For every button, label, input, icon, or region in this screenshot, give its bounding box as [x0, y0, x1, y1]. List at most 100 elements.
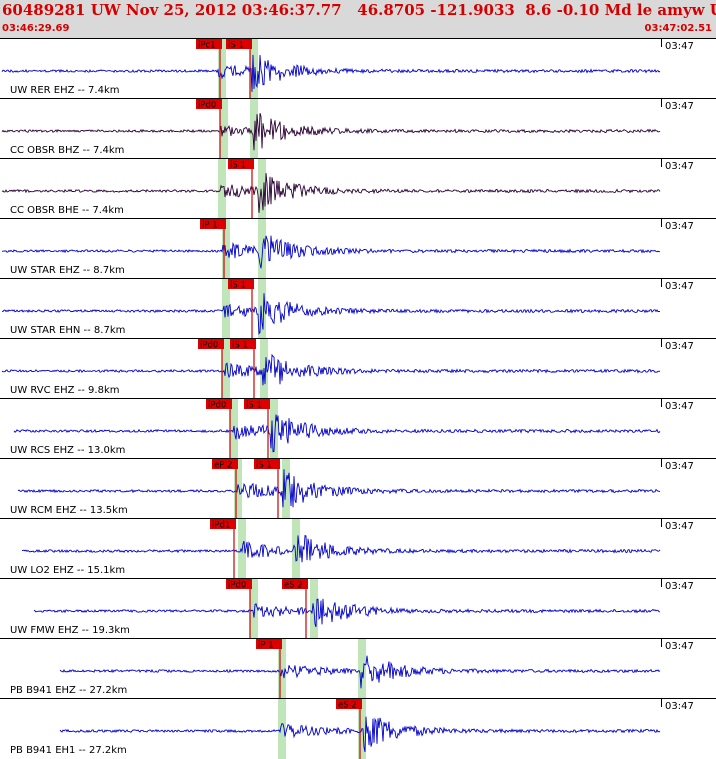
time-end-label: 03:47:02.51 — [644, 23, 712, 34]
waveform-trace — [13, 414, 661, 453]
panel-clock: 03:47 — [665, 281, 694, 292]
pick-tab — [230, 339, 256, 349]
event-title: 60489281 UW Nov 25, 2012 03:46:37.77 46.… — [2, 1, 716, 19]
seismogram-panel[interactable]: iPd0 iS 1 03:47 UW RCS EHZ -- 13.0km — [0, 398, 716, 459]
pick-label: eS 2 — [338, 701, 357, 711]
seismogram-panel[interactable]: eS 2 03:47 PB B941 EH1 -- 27.2km — [0, 698, 716, 759]
phase-pick-marker[interactable]: iP 1 — [200, 219, 226, 279]
pick-label: eP 2 — [214, 461, 232, 471]
phase-window-shade — [234, 459, 242, 519]
phase-pick-marker[interactable]: iPd0 — [226, 579, 252, 639]
phase-window-shade — [270, 399, 278, 459]
phase-pick-marker[interactable]: iPc1 — [196, 39, 222, 99]
pick-label: iS 1 — [230, 161, 246, 171]
phase-pick-marker[interactable]: eP 2 — [212, 459, 238, 519]
station-channel-label: CC OBSR BHE -- 7.4km — [10, 205, 124, 216]
phase-pick-marker[interactable]: eS 2 — [282, 579, 308, 639]
pick-label: eS 2 — [284, 581, 303, 591]
clock-divider — [661, 459, 662, 467]
station-channel-label: UW FMW EHZ -- 19.3km — [10, 625, 130, 636]
phase-pick-marker[interactable]: iPd0 — [196, 99, 222, 159]
pick-label: iS 1 — [256, 461, 272, 471]
phase-window-shade — [250, 579, 258, 639]
pick-tab — [210, 519, 236, 529]
phase-pick-marker[interactable]: eS 2 — [336, 699, 362, 759]
pick-tab — [226, 39, 252, 49]
waveform-plot: iPd1 — [21, 519, 661, 579]
phase-pick-marker[interactable]: iPd1 — [210, 519, 236, 579]
phase-window-shade — [358, 639, 366, 699]
pick-label: iS 1 — [246, 401, 262, 411]
phase-pick-marker[interactable]: iPd0 — [206, 399, 232, 459]
seismogram-panel[interactable]: iS 1 03:47 CC OBSR BHE -- 7.4km — [0, 158, 716, 219]
seismogram-panel[interactable]: iPd1 03:47 UW LO2 EHZ -- 15.1km — [0, 518, 716, 579]
panel-clock: 03:47 — [665, 461, 694, 472]
panel-clock: 03:47 — [665, 521, 694, 532]
phase-pick-marker[interactable]: iP 1 — [256, 639, 282, 699]
phase-pick-marker[interactable]: iS 1 — [226, 39, 252, 99]
panel-clock: 03:47 — [665, 341, 694, 352]
pick-tab — [336, 699, 362, 709]
waveform-plot: eP 2 iS 1 — [17, 459, 661, 519]
seismogram-panel[interactable]: iP 1 03:47 PB B941 EHZ -- 27.2km — [0, 638, 716, 699]
waveform-plot: iP 1 — [59, 639, 661, 699]
station-channel-label: UW STAR EHZ -- 8.7km — [10, 265, 125, 276]
pick-tab — [254, 459, 280, 469]
event-header: 60489281 UW Nov 25, 2012 03:46:37.77 46.… — [0, 0, 716, 38]
seismogram-panel[interactable]: iS 1 03:47 UW STAR EHN -- 8.7km — [0, 278, 716, 339]
seismogram-panel[interactable]: iPd0 iS 1 03:47 UW RVC EHZ -- 9.8km — [0, 338, 716, 399]
clock-divider — [661, 519, 662, 527]
seismogram-panel[interactable]: eP 2 iS 1 03:47 UW RCM EHZ -- 13.5km — [0, 458, 716, 519]
phase-pick-marker[interactable]: iS 1 — [228, 159, 254, 219]
pick-label: iP 1 — [258, 641, 274, 651]
clock-divider — [661, 699, 662, 707]
time-start-label: 03:46:29.69 — [2, 23, 70, 34]
panel-clock: 03:47 — [665, 401, 694, 412]
pick-label: iPc1 — [198, 41, 216, 51]
waveform-trace — [1, 112, 661, 151]
phase-window-shade — [292, 519, 300, 579]
waveform-trace — [59, 655, 661, 689]
waveform-plot: iS 1 — [1, 159, 661, 219]
pick-tab — [196, 39, 222, 49]
seismogram-panel[interactable]: iPc1 iS 1 03:47 UW RER EHZ -- 7.4km — [0, 38, 716, 99]
phase-window-shade — [258, 219, 266, 279]
pick-tab — [256, 639, 282, 649]
phase-window-shade — [222, 219, 230, 279]
clock-divider — [661, 39, 662, 47]
pick-tab — [244, 399, 270, 409]
clock-divider — [661, 99, 662, 107]
waveform-plot: iPd0 eS 2 — [33, 579, 661, 639]
station-channel-label: UW RVC EHZ -- 9.8km — [10, 385, 120, 396]
phase-pick-marker[interactable]: iS 1 — [230, 339, 256, 399]
seismogram-panels: iPc1 iS 1 03:47 UW RER EHZ -- 7.4km iPd0 03:4… — [0, 38, 716, 759]
seismogram-panel[interactable]: iP 1 03:47 UW STAR EHZ -- 8.7km — [0, 218, 716, 279]
waveform-trace — [1, 353, 661, 386]
pick-label: iS 1 — [230, 281, 246, 291]
pick-tab — [206, 399, 232, 409]
pick-label: iS 1 — [232, 341, 248, 351]
waveform-plot: iS 1 — [1, 279, 661, 339]
clock-divider — [661, 639, 662, 647]
clock-divider — [661, 279, 662, 287]
station-channel-label: UW RCM EHZ -- 13.5km — [10, 505, 128, 516]
clock-divider — [661, 579, 662, 587]
pick-label: iPd0 — [228, 581, 246, 591]
pick-tab — [228, 279, 254, 289]
pick-label: iS 1 — [228, 41, 244, 51]
phase-pick-marker[interactable]: iS 1 — [228, 279, 254, 339]
phase-window-shade — [250, 39, 258, 99]
waveform-plot: iPc1 iS 1 — [1, 39, 661, 99]
pick-label: iP 1 — [202, 221, 218, 231]
station-channel-label: UW LO2 EHZ -- 15.1km — [10, 565, 126, 576]
phase-pick-marker[interactable]: iS 1 — [244, 399, 270, 459]
seismogram-panel[interactable]: iPd0 eS 2 03:47 UW FMW EHZ -- 19.3km — [0, 578, 716, 639]
seismogram-panel[interactable]: iPd0 03:47 CC OBSR BHZ -- 7.4km — [0, 98, 716, 159]
phase-window-shade — [258, 279, 266, 339]
pick-label: iPd0 — [208, 401, 226, 411]
waveform-plot: eS 2 — [59, 699, 661, 759]
phase-pick-marker[interactable]: iPd0 — [198, 339, 224, 399]
phase-pick-marker[interactable]: iS 1 — [254, 459, 280, 519]
waveform-trace — [1, 173, 661, 213]
panel-clock: 03:47 — [665, 581, 694, 592]
